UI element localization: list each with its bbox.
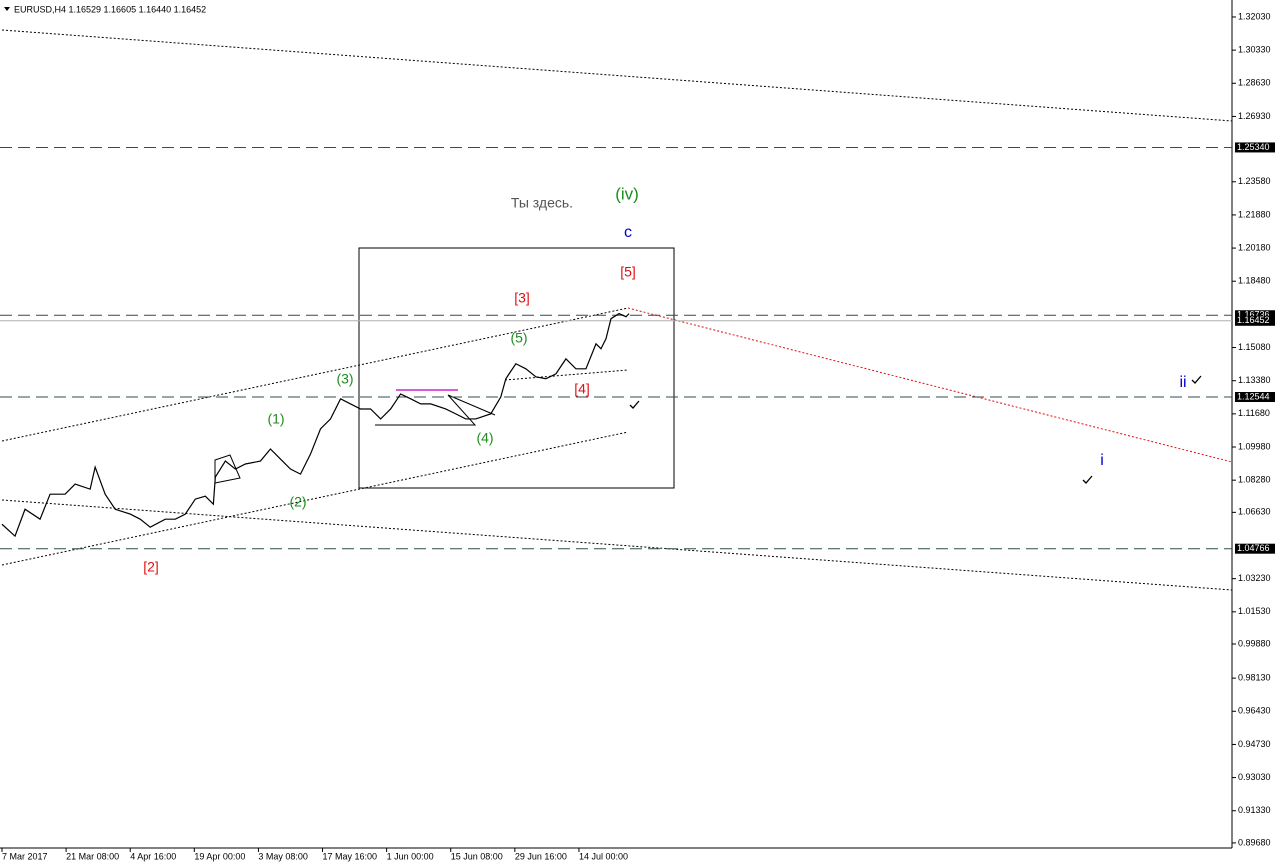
wave-label: [3] <box>514 290 530 306</box>
wave-label: (2) <box>289 494 306 510</box>
level-box <box>1235 392 1275 403</box>
wave-label: c <box>624 224 632 241</box>
wave-label: (4) <box>476 430 493 446</box>
wave-label: [4] <box>574 381 590 397</box>
y-tick-label: 1.18480 <box>1238 276 1271 286</box>
level-box <box>1235 142 1275 153</box>
y-tick-label: 1.23580 <box>1238 176 1271 186</box>
y-tick-label: 1.06630 <box>1238 507 1271 517</box>
focus-box <box>358 247 675 489</box>
level-box <box>1235 543 1275 554</box>
wave-label: (5) <box>510 330 527 346</box>
y-tick-label: 1.15080 <box>1238 342 1271 352</box>
y-tick-label: 1.09980 <box>1238 441 1271 451</box>
pattern-line <box>375 394 496 426</box>
trend-line <box>1 431 629 566</box>
y-tick-label: 1.28630 <box>1238 78 1271 88</box>
y-tick-label: 1.32030 <box>1238 11 1271 21</box>
level-box <box>1235 310 1275 321</box>
y-tick-label: 1.30330 <box>1238 44 1271 54</box>
wave-label: [5] <box>620 264 636 280</box>
current-price-box <box>1235 315 1275 326</box>
level-label: 1.16736 <box>1237 310 1270 320</box>
current-price-label: 1.16452 <box>1237 315 1270 325</box>
trend-line <box>504 369 629 381</box>
level-label: 1.25340 <box>1237 142 1270 152</box>
x-tick-label: 17 May 16:00 <box>323 851 378 861</box>
wave-label: Ты здесь. <box>511 195 573 211</box>
x-tick-label: 4 Apr 16:00 <box>130 851 176 861</box>
y-tick-label: 1.26930 <box>1238 111 1271 121</box>
x-tick-label: 21 Mar 08:00 <box>66 851 119 861</box>
y-tick-label: 0.89680 <box>1238 837 1271 847</box>
pattern-line <box>214 454 241 484</box>
wave-label: (1) <box>267 411 284 427</box>
wave-label: (3) <box>336 371 353 387</box>
trend-line <box>1 29 1233 122</box>
x-tick-label: 7 Mar 2017 <box>2 851 48 861</box>
y-tick-label: 0.96430 <box>1238 706 1271 716</box>
x-tick-label: 15 Jun 08:00 <box>451 851 503 861</box>
x-tick-label: 3 May 08:00 <box>258 851 308 861</box>
level-label: 1.12544 <box>1237 391 1270 401</box>
y-tick-label: 1.08280 <box>1238 475 1271 485</box>
x-tick-label: 1 Jun 00:00 <box>387 851 434 861</box>
wave-label: [2] <box>143 559 159 575</box>
x-tick-label: 29 Jun 16:00 <box>515 851 567 861</box>
wave-label: i <box>1100 452 1104 469</box>
x-tick-label: 19 Apr 00:00 <box>194 851 245 861</box>
trend-line <box>1 499 1233 591</box>
y-tick-label: 0.99880 <box>1238 638 1271 648</box>
trend-line <box>1 307 629 442</box>
y-tick-label: 1.21880 <box>1238 209 1271 219</box>
check-icon <box>1191 375 1202 384</box>
y-tick-label: 0.94730 <box>1238 739 1271 749</box>
check-icon <box>1082 475 1093 484</box>
price-line <box>1 312 630 538</box>
level-label: 1.04766 <box>1237 543 1270 553</box>
y-tick-label: 1.11680 <box>1238 408 1270 418</box>
y-tick-label: 1.13380 <box>1238 375 1271 385</box>
y-tick-label: 0.91330 <box>1238 805 1271 815</box>
y-tick-label: 1.03230 <box>1238 573 1271 583</box>
y-tick-label: 0.93030 <box>1238 772 1271 782</box>
y-tick-label: 0.98130 <box>1238 673 1271 683</box>
wave-label: ii <box>1179 374 1186 391</box>
check-icon <box>629 400 640 409</box>
y-tick-label: 1.20180 <box>1238 242 1271 252</box>
menu-arrow <box>4 7 10 11</box>
y-tick-label: 1.01530 <box>1238 606 1271 616</box>
x-tick-label: 14 Jul 00:00 <box>579 851 628 861</box>
chart-title: EURUSD,H4 1.16529 1.16605 1.16440 1.1645… <box>14 4 206 14</box>
wave-label: (iv) <box>615 184 639 203</box>
